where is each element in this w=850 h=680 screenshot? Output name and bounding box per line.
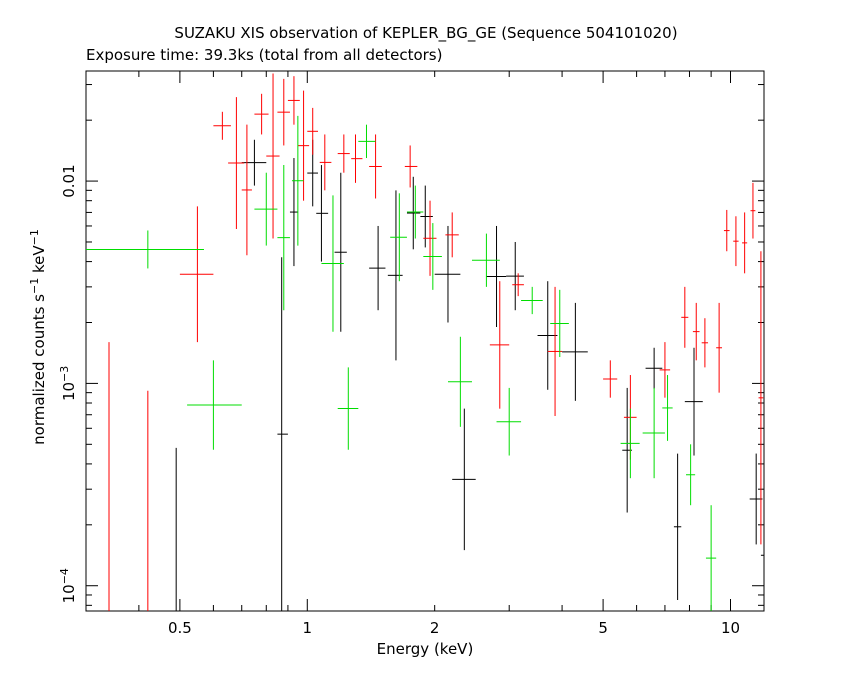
data-point xyxy=(486,225,507,328)
y-tick-label: 10−4 xyxy=(58,568,78,603)
data-point xyxy=(537,281,558,390)
data-point xyxy=(404,145,418,188)
data-point xyxy=(445,212,459,258)
axis-tick-labels: 0.5 1 2 5 10 0.01 10−3 10−4 xyxy=(58,164,740,637)
data-point xyxy=(662,375,673,441)
y-axis-label: normalized counts s−1 keV−1 xyxy=(28,229,48,445)
data-point xyxy=(369,134,382,199)
data-point xyxy=(489,281,510,409)
data-point xyxy=(420,185,433,248)
data-point xyxy=(291,115,304,246)
data-point xyxy=(387,190,403,361)
y-tick-label: 0.01 xyxy=(60,164,78,197)
data-point xyxy=(550,289,569,358)
data-point xyxy=(716,302,723,393)
data-point xyxy=(742,212,748,274)
data-point xyxy=(506,241,524,311)
data-point xyxy=(642,387,665,479)
x-axis-label: Energy (keV) xyxy=(377,640,474,658)
data-point xyxy=(673,453,682,601)
x-tick-label: 1 xyxy=(303,619,313,637)
data-point xyxy=(684,347,703,456)
data-point xyxy=(452,408,476,551)
data-point xyxy=(351,134,363,183)
data-point xyxy=(321,195,344,332)
data-point xyxy=(254,172,278,246)
data-point xyxy=(705,505,717,611)
data-point xyxy=(620,408,640,479)
data-point xyxy=(179,206,214,343)
data-series xyxy=(175,139,765,611)
data-point xyxy=(562,302,588,401)
x-tick-label: 5 xyxy=(598,619,608,637)
data-point xyxy=(701,318,709,368)
data-point xyxy=(423,200,437,276)
data-point xyxy=(390,193,407,282)
data-point xyxy=(434,225,461,323)
y-tick-label: 10−3 xyxy=(58,366,78,401)
data-point xyxy=(277,78,290,146)
data-point xyxy=(406,185,424,239)
chart-subtitle: Exposure time: 39.3ks (total from all de… xyxy=(86,46,442,64)
data-point xyxy=(266,73,280,239)
x-tick-label: 0.5 xyxy=(168,619,192,637)
data-point xyxy=(337,367,359,450)
data-point xyxy=(603,360,618,398)
data-point xyxy=(447,336,472,427)
data-point xyxy=(297,90,310,201)
data-point xyxy=(287,76,300,125)
data-point xyxy=(289,158,298,267)
data-point xyxy=(758,251,764,545)
data-point xyxy=(241,124,252,256)
data-point xyxy=(471,233,500,287)
data-point xyxy=(423,223,442,290)
data-point xyxy=(406,176,421,250)
data-point xyxy=(723,209,730,252)
data-point xyxy=(316,165,329,262)
data-point xyxy=(228,97,245,229)
plot-frame xyxy=(85,70,765,612)
data-point xyxy=(334,172,347,332)
data-point xyxy=(358,124,376,159)
x-tick-label: 10 xyxy=(721,619,740,637)
data-point xyxy=(277,165,290,311)
data-point xyxy=(319,134,332,191)
data-point xyxy=(307,107,318,155)
data-point xyxy=(521,286,543,315)
data-point xyxy=(241,139,267,186)
data-point xyxy=(369,225,386,311)
axis-ticks xyxy=(85,71,764,611)
data-series xyxy=(108,73,764,611)
chart-title: SUZAKU XIS observation of KEPLER_BG_GE (… xyxy=(174,24,677,43)
data-point xyxy=(337,134,350,173)
data-series xyxy=(86,115,717,611)
data-point xyxy=(760,524,765,586)
data-point xyxy=(187,360,242,450)
data-point xyxy=(645,347,663,389)
data-point xyxy=(681,286,689,348)
data-point xyxy=(213,111,231,140)
data-point xyxy=(685,444,696,506)
data-point xyxy=(277,257,288,611)
data-point xyxy=(692,302,700,361)
data-point xyxy=(86,230,204,269)
data-point xyxy=(750,182,756,239)
data-point xyxy=(659,342,671,398)
data-point xyxy=(733,216,739,267)
data-marks xyxy=(86,73,765,611)
data-point xyxy=(254,93,269,135)
data-point xyxy=(496,387,522,456)
data-point xyxy=(749,453,763,545)
data-point xyxy=(512,273,524,297)
x-tick-label: 2 xyxy=(430,619,440,637)
